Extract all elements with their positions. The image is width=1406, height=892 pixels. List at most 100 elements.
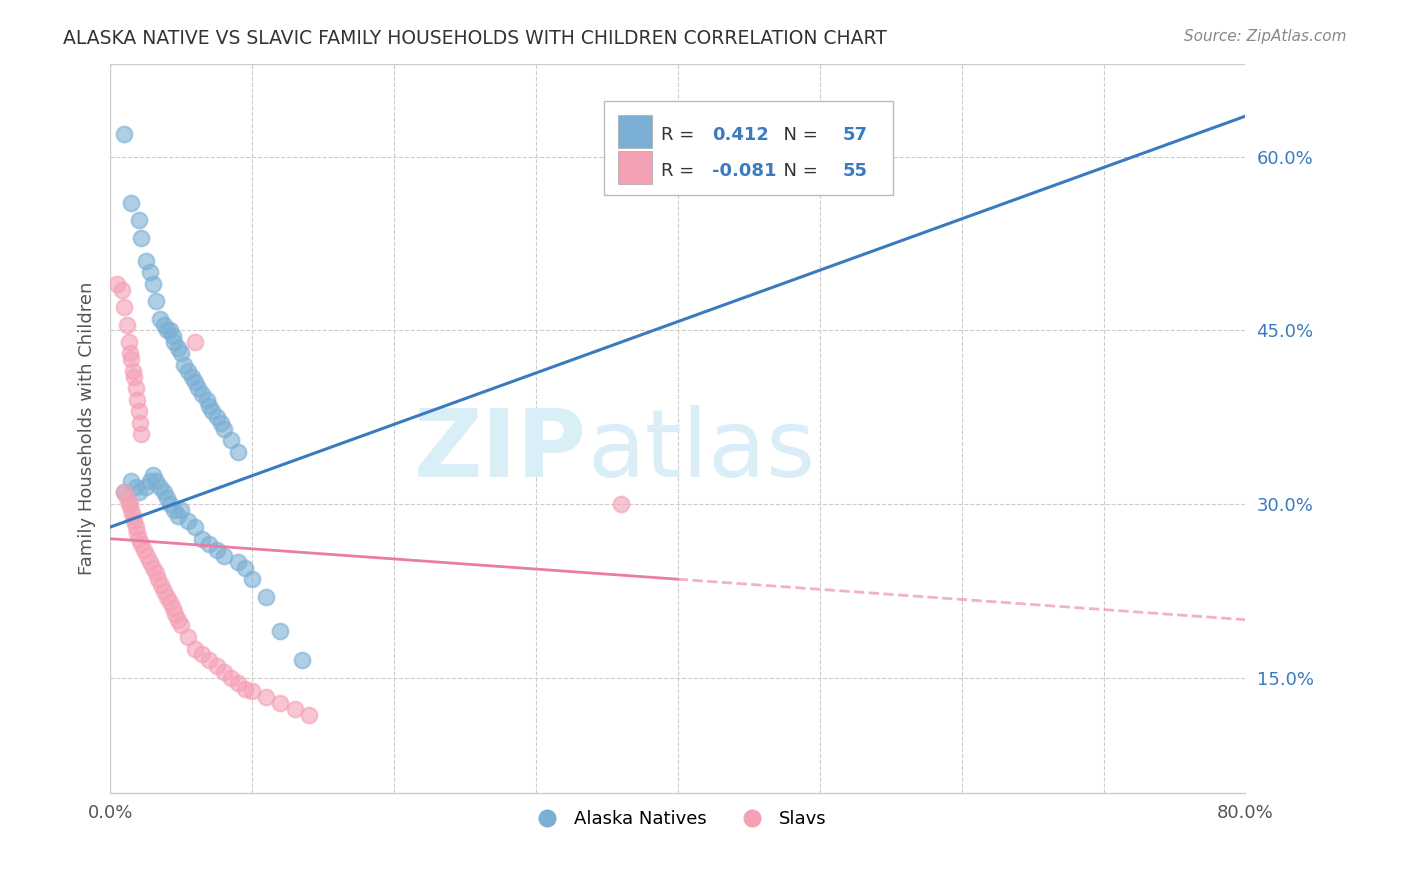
Point xyxy=(118,497,141,511)
Point xyxy=(145,566,167,581)
Point xyxy=(127,392,149,407)
Point xyxy=(240,572,263,586)
Point xyxy=(184,376,207,390)
Point xyxy=(156,323,179,337)
Point xyxy=(240,684,263,698)
Point xyxy=(131,537,153,551)
Point xyxy=(128,532,150,546)
Point xyxy=(167,613,190,627)
Point xyxy=(219,671,242,685)
Text: 0.412: 0.412 xyxy=(711,126,769,144)
Point xyxy=(212,549,235,563)
Point xyxy=(195,392,218,407)
Text: N =: N = xyxy=(772,126,824,144)
Point xyxy=(269,624,291,639)
Point xyxy=(291,653,314,667)
Point xyxy=(233,560,256,574)
Point xyxy=(163,334,186,349)
Point xyxy=(165,607,187,621)
Point xyxy=(226,676,249,690)
Point xyxy=(184,520,207,534)
Point xyxy=(112,300,135,314)
Point xyxy=(610,497,633,511)
Legend: Alaska Natives, Slavs: Alaska Natives, Slavs xyxy=(522,803,834,836)
Point xyxy=(150,578,173,592)
FancyBboxPatch shape xyxy=(605,101,893,195)
Point xyxy=(191,648,214,662)
Point xyxy=(110,283,132,297)
Point xyxy=(173,358,195,372)
Point xyxy=(184,334,207,349)
Point xyxy=(125,520,148,534)
Point xyxy=(159,497,181,511)
Point xyxy=(124,514,146,528)
Point xyxy=(105,277,128,291)
Point xyxy=(205,410,228,425)
Text: ZIP: ZIP xyxy=(415,405,586,497)
Point xyxy=(170,346,193,360)
Point xyxy=(184,641,207,656)
Point xyxy=(149,311,172,326)
Point xyxy=(115,491,138,505)
Point xyxy=(298,707,321,722)
Point xyxy=(129,416,152,430)
Point xyxy=(219,434,242,448)
Point xyxy=(134,543,156,558)
Point xyxy=(254,590,277,604)
Point xyxy=(112,127,135,141)
Point xyxy=(139,555,162,569)
Point xyxy=(125,381,148,395)
Point xyxy=(128,404,150,418)
Point xyxy=(226,555,249,569)
Point xyxy=(153,485,176,500)
Point xyxy=(212,422,235,436)
Point xyxy=(153,583,176,598)
Point xyxy=(170,502,193,516)
Point xyxy=(139,265,162,279)
Point xyxy=(131,230,153,244)
Point xyxy=(120,474,142,488)
Point xyxy=(145,294,167,309)
Point xyxy=(163,502,186,516)
Point xyxy=(167,341,190,355)
Point xyxy=(127,525,149,540)
Point xyxy=(284,702,307,716)
Point xyxy=(128,213,150,227)
Point xyxy=(159,595,181,609)
Point xyxy=(156,590,179,604)
Point xyxy=(112,485,135,500)
Point xyxy=(117,334,139,349)
Point xyxy=(254,690,277,705)
Point xyxy=(181,369,204,384)
Point xyxy=(198,399,221,413)
Point xyxy=(162,329,184,343)
Point xyxy=(120,196,142,211)
Text: ALASKA NATIVE VS SLAVIC FAMILY HOUSEHOLDS WITH CHILDREN CORRELATION CHART: ALASKA NATIVE VS SLAVIC FAMILY HOUSEHOLD… xyxy=(63,29,887,47)
Point xyxy=(153,318,176,332)
Point xyxy=(121,364,143,378)
Text: atlas: atlas xyxy=(586,405,815,497)
Point xyxy=(142,468,165,483)
Text: R =: R = xyxy=(661,162,700,180)
Point xyxy=(170,618,193,632)
Point xyxy=(117,497,139,511)
Point xyxy=(162,601,184,615)
Point xyxy=(167,508,190,523)
Point xyxy=(142,277,165,291)
Point xyxy=(135,253,157,268)
Point xyxy=(226,445,249,459)
Point xyxy=(201,404,224,418)
Text: R =: R = xyxy=(661,126,700,144)
FancyBboxPatch shape xyxy=(617,115,652,148)
FancyBboxPatch shape xyxy=(617,152,652,185)
Point xyxy=(269,696,291,710)
Text: -0.081: -0.081 xyxy=(711,162,776,180)
Point xyxy=(145,474,167,488)
Point xyxy=(128,485,150,500)
Y-axis label: Family Households with Children: Family Households with Children xyxy=(79,282,96,575)
Point xyxy=(125,479,148,493)
Point xyxy=(212,665,235,679)
Point xyxy=(191,387,214,401)
Text: 57: 57 xyxy=(842,126,868,144)
Point xyxy=(177,364,200,378)
